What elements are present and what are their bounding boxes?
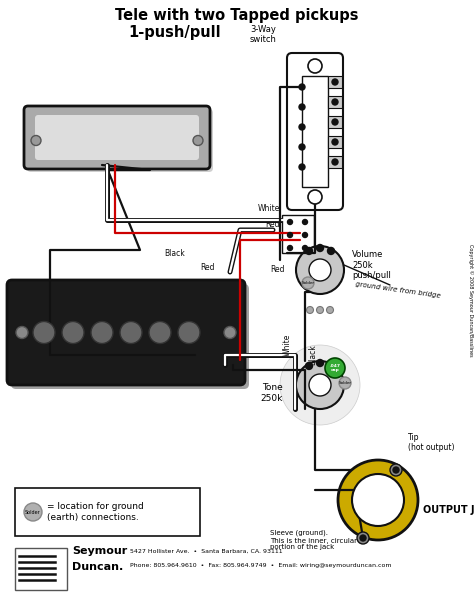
Circle shape bbox=[62, 322, 84, 343]
Circle shape bbox=[193, 135, 203, 146]
Circle shape bbox=[302, 277, 314, 289]
Circle shape bbox=[280, 345, 360, 425]
Circle shape bbox=[16, 326, 28, 338]
Bar bbox=[15, 488, 200, 536]
Bar bbox=[282, 215, 314, 253]
Text: .047
cap: .047 cap bbox=[329, 364, 340, 373]
Circle shape bbox=[309, 374, 331, 396]
Circle shape bbox=[308, 190, 322, 204]
Bar bbox=[328, 156, 342, 168]
Circle shape bbox=[120, 322, 142, 343]
Text: Tip
(hot output): Tip (hot output) bbox=[408, 432, 455, 452]
Bar bbox=[328, 76, 342, 88]
Text: Copyright © 2008 Seymour Duncan/Basslines: Copyright © 2008 Seymour Duncan/Bassline… bbox=[468, 244, 474, 356]
Circle shape bbox=[302, 246, 308, 250]
Circle shape bbox=[390, 464, 402, 476]
Circle shape bbox=[24, 503, 42, 521]
Circle shape bbox=[325, 358, 345, 378]
Circle shape bbox=[317, 359, 323, 367]
Circle shape bbox=[299, 144, 305, 150]
Text: = location for ground
(earth) connections.: = location for ground (earth) connection… bbox=[47, 503, 144, 522]
FancyBboxPatch shape bbox=[287, 53, 343, 210]
Text: Sleeve (ground).
This is the inner, circular
portion of the jack: Sleeve (ground). This is the inner, circ… bbox=[270, 530, 357, 550]
Text: Volume
250k
push/pull: Volume 250k push/pull bbox=[352, 250, 391, 280]
Circle shape bbox=[332, 119, 338, 125]
Text: Seymour: Seymour bbox=[72, 546, 127, 556]
Circle shape bbox=[328, 362, 335, 370]
Circle shape bbox=[33, 322, 55, 343]
Text: 5427 Hollister Ave.  •  Santa Barbara, CA. 93111: 5427 Hollister Ave. • Santa Barbara, CA.… bbox=[130, 549, 283, 554]
Text: Red: Red bbox=[201, 264, 215, 273]
FancyBboxPatch shape bbox=[24, 106, 210, 169]
Text: Red: Red bbox=[265, 220, 280, 229]
Circle shape bbox=[178, 322, 200, 343]
Text: Phone: 805.964.9610  •  Fax: 805.964.9749  •  Email: wiring@seymourduncan.com: Phone: 805.964.9610 • Fax: 805.964.9749 … bbox=[130, 563, 392, 568]
FancyBboxPatch shape bbox=[11, 284, 249, 389]
Text: 1-push/pull: 1-push/pull bbox=[128, 25, 221, 40]
Text: Solder: Solder bbox=[338, 381, 352, 385]
Circle shape bbox=[299, 104, 305, 110]
FancyBboxPatch shape bbox=[35, 115, 199, 160]
Circle shape bbox=[299, 84, 305, 90]
Circle shape bbox=[327, 307, 334, 313]
FancyBboxPatch shape bbox=[7, 280, 245, 385]
Circle shape bbox=[91, 322, 113, 343]
Text: Duncan.: Duncan. bbox=[72, 562, 123, 572]
Circle shape bbox=[339, 377, 351, 389]
Circle shape bbox=[288, 219, 292, 225]
Text: Black: Black bbox=[164, 249, 185, 258]
Circle shape bbox=[332, 139, 338, 145]
Circle shape bbox=[309, 259, 331, 281]
Circle shape bbox=[332, 99, 338, 105]
Circle shape bbox=[307, 307, 313, 313]
Circle shape bbox=[352, 474, 404, 526]
Text: White: White bbox=[258, 204, 280, 213]
Bar bbox=[302, 76, 328, 187]
Circle shape bbox=[31, 135, 41, 146]
Circle shape bbox=[306, 362, 312, 370]
Bar bbox=[328, 96, 342, 108]
Circle shape bbox=[308, 59, 322, 73]
Text: OUTPUT JACK: OUTPUT JACK bbox=[423, 505, 474, 515]
Bar bbox=[328, 136, 342, 148]
Circle shape bbox=[317, 307, 323, 313]
Circle shape bbox=[332, 79, 338, 85]
Circle shape bbox=[299, 164, 305, 170]
FancyBboxPatch shape bbox=[27, 109, 213, 172]
Text: Tone
250k: Tone 250k bbox=[261, 383, 283, 403]
Circle shape bbox=[302, 219, 308, 225]
Bar bbox=[328, 116, 342, 128]
Circle shape bbox=[302, 232, 308, 237]
Circle shape bbox=[328, 247, 335, 255]
Text: Solder: Solder bbox=[301, 281, 315, 285]
Text: 3-Way
switch: 3-Way switch bbox=[250, 25, 277, 44]
Circle shape bbox=[296, 246, 344, 294]
Circle shape bbox=[317, 244, 323, 252]
Bar bbox=[15, 548, 67, 590]
Circle shape bbox=[296, 361, 344, 409]
Circle shape bbox=[306, 247, 312, 255]
Text: Solder: Solder bbox=[25, 510, 41, 515]
Circle shape bbox=[299, 124, 305, 130]
Text: White: White bbox=[283, 334, 292, 356]
Circle shape bbox=[224, 326, 236, 338]
Circle shape bbox=[288, 232, 292, 237]
Text: Red: Red bbox=[270, 265, 284, 274]
Circle shape bbox=[360, 535, 366, 541]
Circle shape bbox=[149, 322, 171, 343]
Text: ground wire from bridge: ground wire from bridge bbox=[355, 281, 441, 299]
Circle shape bbox=[393, 467, 399, 473]
Circle shape bbox=[357, 532, 369, 544]
Text: Black: Black bbox=[308, 344, 317, 365]
Text: Tele with two Tapped pickups: Tele with two Tapped pickups bbox=[115, 8, 359, 23]
Circle shape bbox=[288, 246, 292, 250]
Circle shape bbox=[332, 159, 338, 165]
Circle shape bbox=[338, 460, 418, 540]
